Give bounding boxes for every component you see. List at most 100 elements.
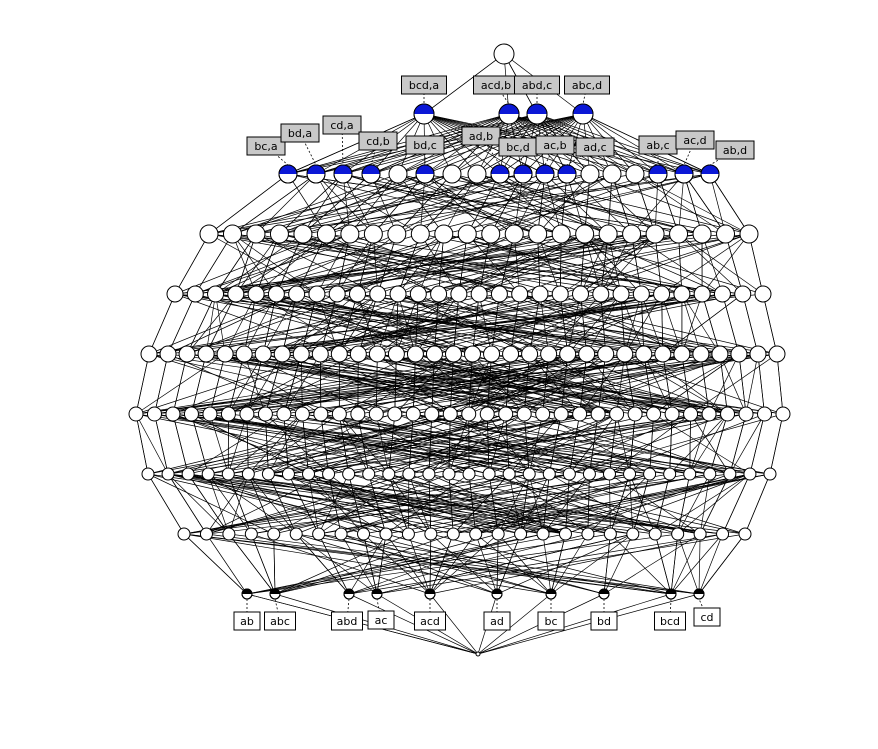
concept-node [648,527,662,541]
lattice-edge [296,473,450,535]
concept-node [165,406,181,422]
lattice-edge [394,413,570,475]
concept-node [424,527,438,541]
lattice-edge [681,293,721,355]
lattice-edge [448,473,454,535]
lattice-edge [458,233,750,295]
lattice-edge [376,533,633,595]
lattice-edge [467,233,642,295]
lattice-edge [449,353,454,415]
lattice-edge [561,233,764,295]
lattice-edge [320,413,329,475]
lattice-edge [172,413,189,475]
lattice-edge [339,293,541,355]
lattice-edge [288,473,319,535]
concept-node [551,285,569,303]
lattice-edge [434,293,439,355]
lattice-edge [683,173,703,235]
attribute-label-text: ac,d [683,134,706,147]
concept-node [749,345,767,363]
concept-node [462,467,476,481]
concept-node [514,527,528,541]
lattice-edge [423,53,505,115]
concept-node [673,345,691,363]
lattice-edge [154,413,530,475]
concept-node [312,527,326,541]
concept-node [146,406,162,422]
concept-node [562,467,576,481]
lattice-edge [762,293,778,355]
attribute-label-text: abc,d [572,79,602,92]
lattice-edge [634,173,750,235]
lattice-edge [268,473,297,535]
lattice-edge [320,413,690,475]
concept-node [340,224,360,244]
object-label-text: ac [375,614,388,627]
label-leader [341,124,344,166]
lattice-edge [208,413,580,475]
lattice-edge [415,353,728,415]
lattice-edge [287,173,703,235]
concept-node [700,164,720,184]
lattice-edge [248,473,275,535]
lattice-edge [232,173,426,235]
lattice-edge [246,533,544,595]
lattice-edge [287,113,425,175]
lattice-edge [584,233,622,295]
concept-node [254,345,272,363]
concept-node [692,345,710,363]
lattice-edge [670,533,723,595]
lattice-edge [320,413,510,475]
lattice-edge [208,173,524,235]
concept-node [281,467,295,481]
lattice-edge [510,293,622,355]
lattice-edge [342,173,632,235]
concept-node [654,345,672,363]
lattice-edge [653,413,751,475]
lattice-edge [443,233,682,295]
concept-node [648,164,668,184]
concept-node [442,467,456,481]
lattice-edge [207,473,230,535]
lattice-edge [167,293,297,355]
concept-node [343,588,355,600]
lattice-edge [722,293,740,355]
lattice-edge [195,233,350,295]
lattice-edge [468,353,492,415]
lattice-edge [699,473,711,535]
lattice-edge [579,353,588,415]
lattice-edge [342,173,562,235]
object-label-text: acd [420,615,440,628]
lattice-edge [279,233,662,295]
lattice-edge [519,293,740,355]
lattice-edge [643,353,654,415]
lattice-edge [215,293,226,355]
concept-node [536,527,550,541]
lattice-edge [634,173,726,235]
concept-node [734,285,752,303]
lattice-edge [607,173,613,235]
lattice-edge [677,533,700,595]
concept-node [177,527,191,541]
concept-node [166,285,184,303]
lattice-edge [318,533,350,595]
lattice-edge [429,533,454,595]
concept-node [424,588,436,600]
lattice-edge [302,413,750,475]
concept-node [257,406,273,422]
concept-node [511,285,529,303]
lattice-edge [339,413,390,475]
lattice-edge [135,353,321,415]
concept-node [627,406,643,422]
lattice-edge [246,533,678,595]
lattice-edge [491,353,728,415]
concept-node [207,285,225,303]
lattice-edge [654,473,671,535]
lattice-edge [497,473,590,535]
lattice-edge [276,233,304,295]
lattice-edge [661,233,750,295]
lattice-edge [172,413,329,475]
lattice-edge [709,413,728,475]
lattice-edge [342,173,538,235]
